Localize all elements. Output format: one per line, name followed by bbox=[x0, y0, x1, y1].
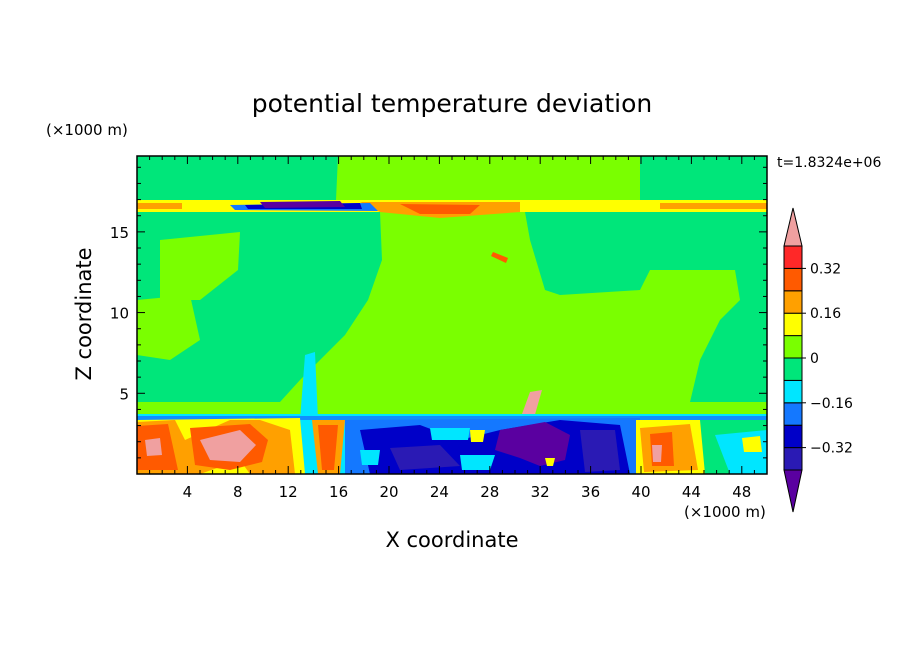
contour-band-orange-right bbox=[660, 203, 767, 209]
time-label: t=1.8324e+06 bbox=[777, 155, 881, 171]
contour-bl-yellow-far-right bbox=[742, 436, 762, 452]
y-unit-label: (×1000 m) bbox=[46, 121, 128, 139]
colorbar-bottom-arrow bbox=[783, 469, 803, 513]
x-tick-label: 44 bbox=[682, 483, 701, 501]
colorbar-segment bbox=[783, 267, 803, 292]
x-tick-label: 4 bbox=[183, 483, 193, 501]
x-unit-label: (×1000 m) bbox=[684, 503, 766, 521]
x-tick-label: 40 bbox=[631, 483, 650, 501]
y-tick-label: 10 bbox=[110, 305, 129, 323]
contour-band-red-mid bbox=[400, 204, 480, 214]
colorbar-label: 0.32 bbox=[810, 261, 841, 277]
colorbar-segment bbox=[783, 447, 803, 471]
y-tick-label: 15 bbox=[110, 224, 129, 242]
x-tick-label: 20 bbox=[379, 483, 398, 501]
y-axis-label: Z coordinate bbox=[72, 247, 96, 380]
contour-small-streak bbox=[491, 252, 508, 263]
colorbar-segment bbox=[783, 379, 803, 404]
colorbar-label: 0.16 bbox=[810, 306, 841, 322]
x-tick-label: 24 bbox=[430, 483, 449, 501]
contour-region-teal-topright bbox=[640, 156, 767, 200]
chart-title: potential temperature deviation bbox=[252, 89, 652, 118]
contour-bl-line bbox=[137, 416, 767, 420]
contour-field bbox=[137, 156, 767, 474]
colorbar-segment bbox=[783, 290, 803, 314]
contour-band-orange-left bbox=[137, 203, 182, 209]
contour-bl-cyan-patches bbox=[360, 428, 495, 470]
colorbar-top-arrow bbox=[783, 207, 803, 247]
colorbar-label: −0.16 bbox=[810, 396, 853, 412]
contour-bl-pink-right bbox=[652, 445, 662, 462]
colorbar-label: 0 bbox=[810, 351, 819, 367]
contour-bl-yellow-center bbox=[470, 430, 555, 466]
x-tick-label: 32 bbox=[531, 483, 550, 501]
x-axis-label: X coordinate bbox=[385, 528, 518, 552]
colorbar-segment bbox=[783, 335, 803, 359]
x-tick-label: 8 bbox=[233, 483, 243, 501]
contour-region-cyan-plume bbox=[300, 352, 318, 420]
contour-bl-red-col bbox=[318, 425, 338, 470]
x-tick-label: 48 bbox=[732, 483, 751, 501]
colorbar: 0.32 0.16 0 −0.16 −0.32 bbox=[783, 207, 853, 513]
x-tick-label: 16 bbox=[329, 483, 348, 501]
contour-bl-indigo-center bbox=[390, 430, 620, 472]
contour-bl-pink-left bbox=[145, 430, 256, 462]
contour-band-purple bbox=[260, 201, 345, 208]
colorbar-segment bbox=[783, 245, 803, 269]
colorbar-segment bbox=[783, 312, 803, 337]
colorbar-segment bbox=[783, 424, 803, 449]
x-tick-label: 28 bbox=[480, 483, 499, 501]
x-tick-label: 12 bbox=[279, 483, 298, 501]
colorbar-label: −0.32 bbox=[810, 441, 853, 457]
contour-bl-purple-center bbox=[495, 422, 570, 466]
contour-region-teal-right bbox=[525, 212, 767, 402]
colorbar-segment bbox=[783, 357, 803, 381]
colorbar-segment bbox=[783, 402, 803, 426]
contour-region-green-patch2 bbox=[137, 295, 200, 360]
y-tick-label: 5 bbox=[119, 385, 129, 403]
x-tick-label: 36 bbox=[581, 483, 600, 501]
contour-region-green-patch bbox=[160, 232, 240, 300]
